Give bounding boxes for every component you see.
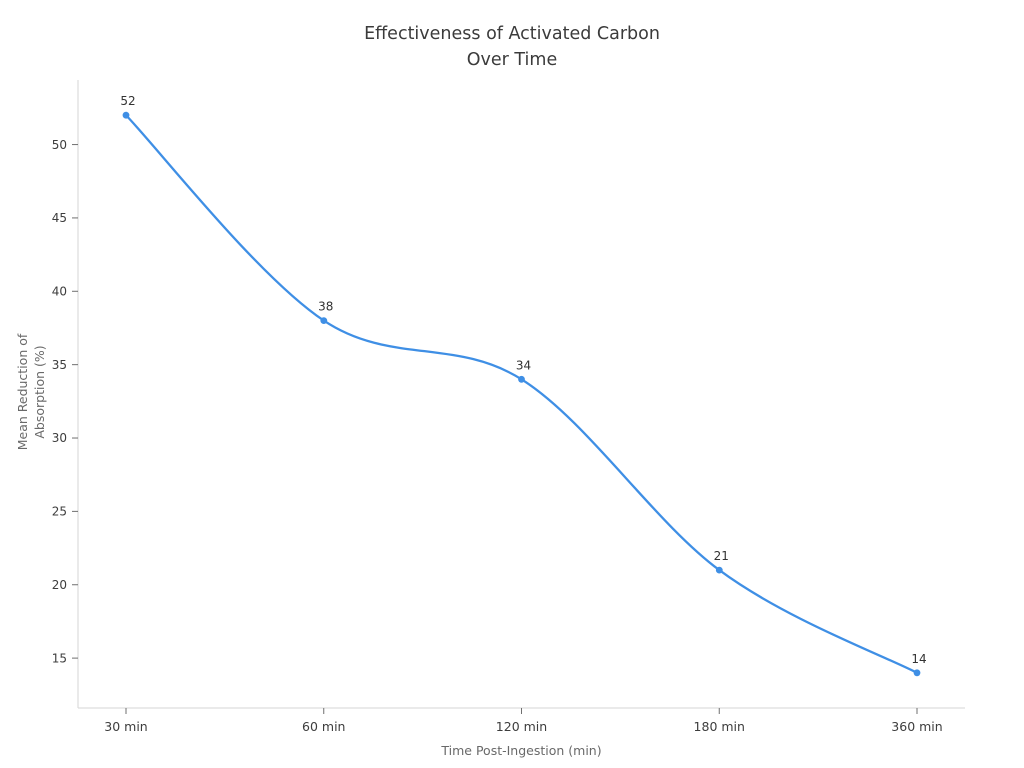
chart-title: Effectiveness of Activated Carbon Over T…	[0, 21, 1024, 73]
y-tick-label: 45	[52, 211, 67, 225]
data-point-label: 52	[120, 94, 135, 108]
chart-title-line1: Effectiveness of Activated Carbon	[364, 24, 660, 44]
data-point	[320, 317, 328, 324]
y-axis-title: Mean Reduction of Absorption (%)	[14, 334, 48, 451]
x-tick-label: 120 min	[496, 719, 547, 734]
y-axis-title-line1: Mean Reduction of	[15, 333, 30, 451]
y-tick-label: 50	[52, 138, 67, 152]
data-point	[913, 669, 921, 677]
data-point-label: 38	[318, 300, 333, 314]
data-point-label: 21	[714, 549, 729, 563]
y-tick-label: 25	[52, 505, 67, 519]
x-tick-label: 30 min	[104, 719, 147, 734]
data-point	[122, 111, 130, 119]
y-axis-title-line2: Absorption (%)	[32, 345, 47, 439]
data-point-label: 34	[516, 358, 531, 372]
y-tick-label: 40	[52, 284, 67, 298]
y-tick-label: 30	[52, 431, 67, 445]
y-tick-label: 35	[52, 358, 67, 372]
y-tick-label: 20	[52, 578, 67, 592]
x-axis-title: Time Post-Ingestion (min)	[441, 743, 602, 758]
data-point-label: 14	[911, 652, 926, 666]
data-line	[124, 114, 919, 674]
data-point	[518, 375, 525, 383]
chart-title-line2: Over Time	[466, 50, 558, 70]
data-point	[715, 566, 723, 574]
x-tick-label: 360 min	[891, 719, 942, 734]
x-tick-label: 60 min	[302, 719, 345, 734]
y-tick-label: 15	[52, 651, 67, 665]
x-tick-label: 180 min	[694, 719, 745, 734]
